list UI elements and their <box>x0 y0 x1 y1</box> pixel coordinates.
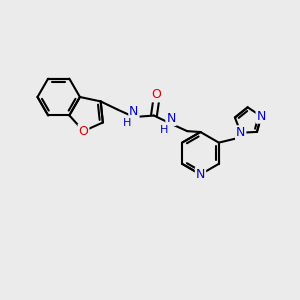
Text: O: O <box>152 88 161 101</box>
Text: H: H <box>160 125 169 135</box>
Text: N: N <box>196 168 205 181</box>
Text: H: H <box>123 118 132 128</box>
Text: N: N <box>236 126 245 139</box>
Text: O: O <box>79 124 88 138</box>
Text: N: N <box>256 110 266 123</box>
Text: N: N <box>166 112 176 125</box>
Text: N: N <box>129 105 139 118</box>
